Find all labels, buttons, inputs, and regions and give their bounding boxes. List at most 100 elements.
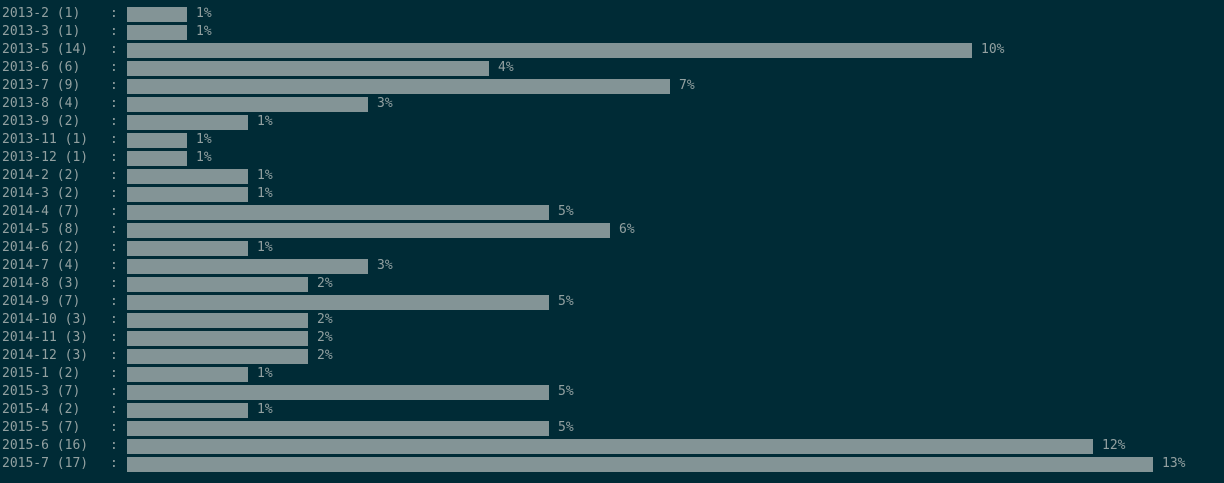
percent-label: 1% — [257, 168, 273, 183]
bar — [127, 331, 308, 346]
percent-label: 1% — [257, 114, 273, 129]
chart-row: 2014-2 (2): 1% — [0, 167, 1224, 185]
bar — [127, 421, 549, 436]
percent-label: 2% — [317, 330, 333, 345]
row-label: 2014-9 (7) — [2, 294, 81, 309]
row-separator: : — [110, 330, 118, 345]
percent-label: 7% — [679, 78, 695, 93]
chart-row: 2014-7 (4): 3% — [0, 257, 1224, 275]
percent-label: 10% — [981, 42, 1005, 57]
bar — [127, 43, 972, 58]
row-label: 2014-12 (3) — [2, 348, 89, 363]
row-separator: : — [110, 312, 118, 327]
chart-row: 2013-2 (1): 1% — [0, 5, 1224, 23]
chart-row: 2013-8 (4): 3% — [0, 95, 1224, 113]
percent-label: 2% — [317, 348, 333, 363]
chart-row: 2015-6 (16): 12% — [0, 437, 1224, 455]
row-label: 2013-3 (1) — [2, 24, 81, 39]
row-label: 2013-7 (9) — [2, 78, 81, 93]
chart-row: 2014-10 (3): 2% — [0, 311, 1224, 329]
row-label: 2013-12 (1) — [2, 150, 89, 165]
row-label: 2013-8 (4) — [2, 96, 81, 111]
percent-label: 3% — [377, 258, 393, 273]
percent-label: 6% — [619, 222, 635, 237]
chart-row: 2015-5 (7): 5% — [0, 419, 1224, 437]
bar — [127, 205, 549, 220]
row-separator: : — [110, 204, 118, 219]
row-separator: : — [110, 402, 118, 417]
bar — [127, 97, 368, 112]
row-separator: : — [110, 348, 118, 363]
bar — [127, 439, 1093, 454]
row-label: 2013-6 (6) — [2, 60, 81, 75]
row-separator: : — [110, 384, 118, 399]
chart-row: 2015-3 (7): 5% — [0, 383, 1224, 401]
percent-label: 2% — [317, 276, 333, 291]
percent-label: 13% — [1162, 456, 1186, 471]
percent-label: 1% — [257, 402, 273, 417]
row-label: 2015-6 (16) — [2, 438, 89, 453]
chart-row: 2013-6 (6): 4% — [0, 59, 1224, 77]
row-label: 2015-4 (2) — [2, 402, 81, 417]
bar — [127, 7, 187, 22]
bar — [127, 61, 489, 76]
chart-row: 2014-3 (2): 1% — [0, 185, 1224, 203]
chart-row: 2014-12 (3): 2% — [0, 347, 1224, 365]
chart-row: 2013-12 (1): 1% — [0, 149, 1224, 167]
percent-label: 1% — [196, 150, 212, 165]
percent-label: 1% — [196, 6, 212, 21]
percent-label: 2% — [317, 312, 333, 327]
bar — [127, 385, 549, 400]
percent-label: 1% — [257, 366, 273, 381]
percent-label: 3% — [377, 96, 393, 111]
chart-row: 2014-8 (3): 2% — [0, 275, 1224, 293]
row-separator: : — [110, 276, 118, 291]
chart-row: 2013-11 (1): 1% — [0, 131, 1224, 149]
row-label: 2014-7 (4) — [2, 258, 81, 273]
row-label: 2014-4 (7) — [2, 204, 81, 219]
chart-row: 2014-9 (7): 5% — [0, 293, 1224, 311]
chart-row: 2014-4 (7): 5% — [0, 203, 1224, 221]
percent-label: 1% — [257, 240, 273, 255]
bar — [127, 277, 308, 292]
bar — [127, 169, 248, 184]
chart-row: 2015-1 (2): 1% — [0, 365, 1224, 383]
row-separator: : — [110, 168, 118, 183]
row-label: 2014-10 (3) — [2, 312, 89, 327]
bar-chart: 2013-2 (1): 1% 2013-3 (1): 1% 2013-5 (14): 10… — [0, 5, 1224, 473]
percent-label: 1% — [196, 132, 212, 147]
chart-row: 2014-6 (2): 1% — [0, 239, 1224, 257]
bar — [127, 259, 368, 274]
bar — [127, 295, 549, 310]
row-label: 2014-3 (2) — [2, 186, 81, 201]
row-label: 2014-6 (2) — [2, 240, 81, 255]
bar — [127, 115, 248, 130]
row-separator: : — [110, 24, 118, 39]
row-separator: : — [110, 132, 118, 147]
bar — [127, 25, 187, 40]
row-label: 2015-5 (7) — [2, 420, 81, 435]
row-separator: : — [110, 366, 118, 381]
chart-row: 2014-11 (3): 2% — [0, 329, 1224, 347]
row-separator: : — [110, 150, 118, 165]
percent-label: 5% — [558, 294, 574, 309]
row-label: 2015-1 (2) — [2, 366, 81, 381]
row-separator: : — [110, 438, 118, 453]
chart-row: 2013-3 (1): 1% — [0, 23, 1224, 41]
percent-label: 5% — [558, 384, 574, 399]
row-separator: : — [110, 114, 118, 129]
chart-row: 2013-5 (14): 10% — [0, 41, 1224, 59]
row-separator: : — [110, 42, 118, 57]
percent-label: 12% — [1102, 438, 1126, 453]
row-label: 2014-5 (8) — [2, 222, 81, 237]
row-label: 2014-2 (2) — [2, 168, 81, 183]
row-separator: : — [110, 60, 118, 75]
percent-label: 5% — [558, 420, 574, 435]
row-separator: : — [110, 96, 118, 111]
bar — [127, 349, 308, 364]
row-label: 2014-8 (3) — [2, 276, 81, 291]
bar — [127, 457, 1153, 472]
bar — [127, 223, 610, 238]
row-separator: : — [110, 258, 118, 273]
chart-row: 2015-7 (17): 13% — [0, 455, 1224, 473]
